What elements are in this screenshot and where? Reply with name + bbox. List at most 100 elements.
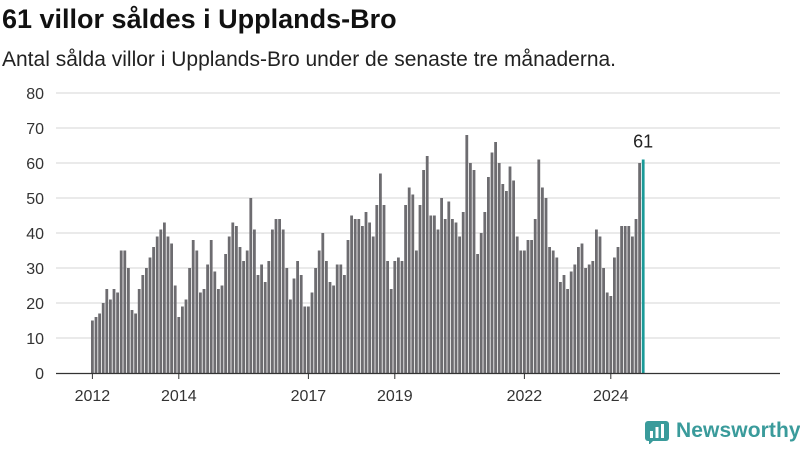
bar [353, 219, 357, 373]
bar [364, 212, 368, 373]
bar [321, 233, 325, 373]
bar [317, 250, 321, 373]
bar [461, 212, 465, 373]
bar [112, 289, 116, 373]
bar [260, 264, 263, 373]
bar [141, 275, 145, 373]
bar [451, 219, 454, 373]
bar [415, 250, 418, 373]
bar [425, 156, 429, 373]
bar [544, 198, 548, 373]
brand-name: Newsworthy [676, 419, 800, 442]
bar [238, 247, 242, 373]
bar [393, 261, 397, 373]
bar [335, 264, 339, 373]
bar [188, 268, 191, 373]
bar [371, 236, 375, 373]
bar [433, 215, 436, 373]
bar [591, 261, 595, 373]
bar [551, 250, 555, 373]
bar [166, 236, 170, 373]
bar [397, 257, 400, 373]
x-tick-label: 2024 [593, 388, 629, 405]
y-tick-label: 30 [26, 261, 44, 278]
bar [245, 250, 249, 373]
bar [465, 135, 469, 373]
bar [289, 299, 292, 373]
bar [627, 226, 631, 373]
bar [296, 261, 299, 373]
bar [357, 219, 361, 373]
bar [407, 187, 411, 373]
bar [242, 261, 245, 373]
bar [299, 275, 303, 373]
bar [616, 247, 620, 373]
bar [235, 226, 238, 373]
bar [469, 163, 472, 373]
bar [580, 243, 584, 373]
bar [620, 226, 623, 373]
bar [173, 285, 177, 373]
bar [224, 254, 227, 373]
bar [577, 247, 580, 373]
bar [98, 313, 101, 373]
bar [281, 229, 285, 373]
bar [145, 268, 148, 373]
gridlines [56, 92, 780, 339]
bar [109, 299, 112, 373]
bar [422, 170, 425, 373]
bar [638, 163, 641, 373]
bar [429, 215, 433, 373]
bar [343, 275, 346, 373]
bar [454, 222, 458, 373]
bar [307, 306, 310, 373]
bar [483, 212, 487, 373]
bar [375, 205, 379, 373]
bar [476, 254, 479, 373]
bar [346, 240, 350, 373]
bar [634, 219, 638, 373]
bar [595, 229, 598, 373]
bar [562, 275, 566, 373]
bar [292, 278, 296, 373]
bar [249, 198, 253, 373]
bar [127, 268, 130, 373]
bar [479, 233, 483, 373]
bar [443, 219, 447, 373]
bar [389, 289, 393, 373]
bar [605, 292, 609, 373]
bar [515, 236, 519, 373]
bar [598, 236, 602, 373]
x-tick-label: 2012 [75, 388, 111, 405]
bar [368, 222, 371, 373]
bar [199, 292, 202, 373]
bar [548, 247, 551, 373]
bar [310, 292, 314, 373]
bar [206, 264, 209, 373]
y-tick-label: 10 [26, 331, 44, 348]
bar [267, 261, 271, 373]
bar [191, 240, 195, 373]
bar [119, 250, 123, 373]
last-value-annotation: 61 [633, 132, 653, 152]
y-tick-label: 60 [26, 156, 44, 173]
bar [217, 289, 220, 373]
bar [195, 250, 199, 373]
newsworthy-logo: Newsworthy [644, 418, 800, 444]
bar [613, 257, 616, 373]
bars [91, 135, 645, 373]
bar [325, 261, 328, 373]
x-tick-label: 2019 [377, 388, 413, 405]
bar [227, 236, 231, 373]
annotations: 61 [633, 132, 653, 152]
bar [177, 317, 181, 373]
bar [220, 285, 224, 373]
x-axis: 2012 2014 2017 2019 2022 2024 [56, 372, 780, 405]
bar [328, 282, 332, 373]
bar [134, 313, 137, 373]
bar [559, 282, 562, 373]
bar [523, 250, 526, 373]
bar [155, 236, 159, 373]
bar [130, 310, 134, 373]
bar [94, 317, 98, 373]
